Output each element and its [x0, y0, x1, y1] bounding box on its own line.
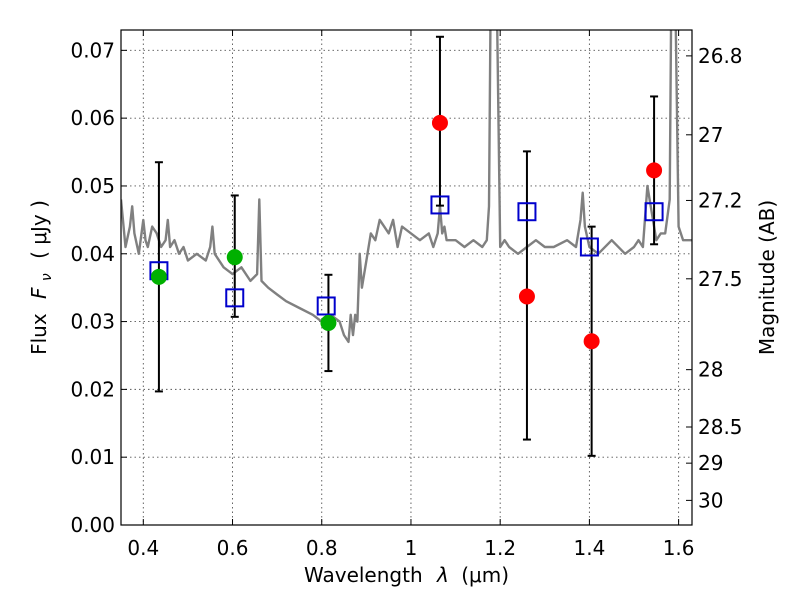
- x-tick-label: 1: [405, 536, 418, 560]
- green-point: [320, 314, 337, 331]
- model-square: [316, 296, 336, 316]
- plot-frame: [120, 29, 693, 526]
- y2-tick-label: 28: [698, 358, 723, 382]
- y-tick-label: 0.04: [70, 242, 115, 266]
- y2-axis-label: Magnitude (AB): [755, 200, 779, 355]
- y2-tick-label: 30: [698, 488, 723, 512]
- x-tick-label: 1.6: [663, 536, 695, 560]
- red-point: [518, 288, 535, 305]
- y-tick-label: 0.01: [70, 445, 115, 469]
- spectrum-line: [121, 30, 692, 344]
- model-square: [430, 195, 450, 215]
- model-square: [225, 288, 245, 308]
- model-square: [517, 202, 537, 222]
- y2-tick-label: 27.2: [698, 188, 743, 212]
- observed-photometry-layer: [150, 114, 663, 350]
- y-tick-label: 0.06: [70, 106, 115, 130]
- x-tick-label: 0.4: [127, 536, 159, 560]
- y-tick-label: 0.07: [70, 38, 115, 62]
- y-tick-label: 0.00: [70, 513, 115, 537]
- model-square: [644, 202, 664, 222]
- y-tick-label: 0.02: [70, 377, 115, 401]
- red-point: [431, 114, 448, 131]
- y-axis-label: Flux F ν ( μJy ): [27, 200, 56, 355]
- spectrum-layer: [121, 30, 692, 344]
- green-point: [226, 249, 243, 266]
- errorbar-layer: [154, 35, 659, 457]
- green-point: [150, 268, 167, 285]
- x-tick-label: 1.4: [573, 536, 605, 560]
- y2-tick-label: 28.5: [698, 415, 743, 439]
- y2-tick-label: 27: [698, 123, 723, 147]
- x-tick-label: 1.2: [484, 536, 516, 560]
- x-axis-label: Wavelength λ (μm): [304, 563, 509, 587]
- x-tick-label: 0.8: [306, 536, 338, 560]
- y-tick-label: 0.05: [70, 174, 115, 198]
- y2-tick-label: 29: [698, 451, 723, 475]
- y2-tick-label: 26.8: [698, 44, 743, 68]
- model-square: [579, 237, 599, 257]
- y-tick-label: 0.03: [70, 310, 115, 334]
- red-point: [583, 333, 600, 350]
- ticks: 0.4 0.6 0.8 1 1.2 1.4 1.6 0.00 0.01 0.02 0.03 0.04 0…: [70, 30, 743, 560]
- y2-tick-label: 27.5: [698, 267, 743, 291]
- x-tick-label: 0.6: [217, 536, 249, 560]
- red-point: [646, 162, 663, 179]
- grid: [121, 30, 692, 526]
